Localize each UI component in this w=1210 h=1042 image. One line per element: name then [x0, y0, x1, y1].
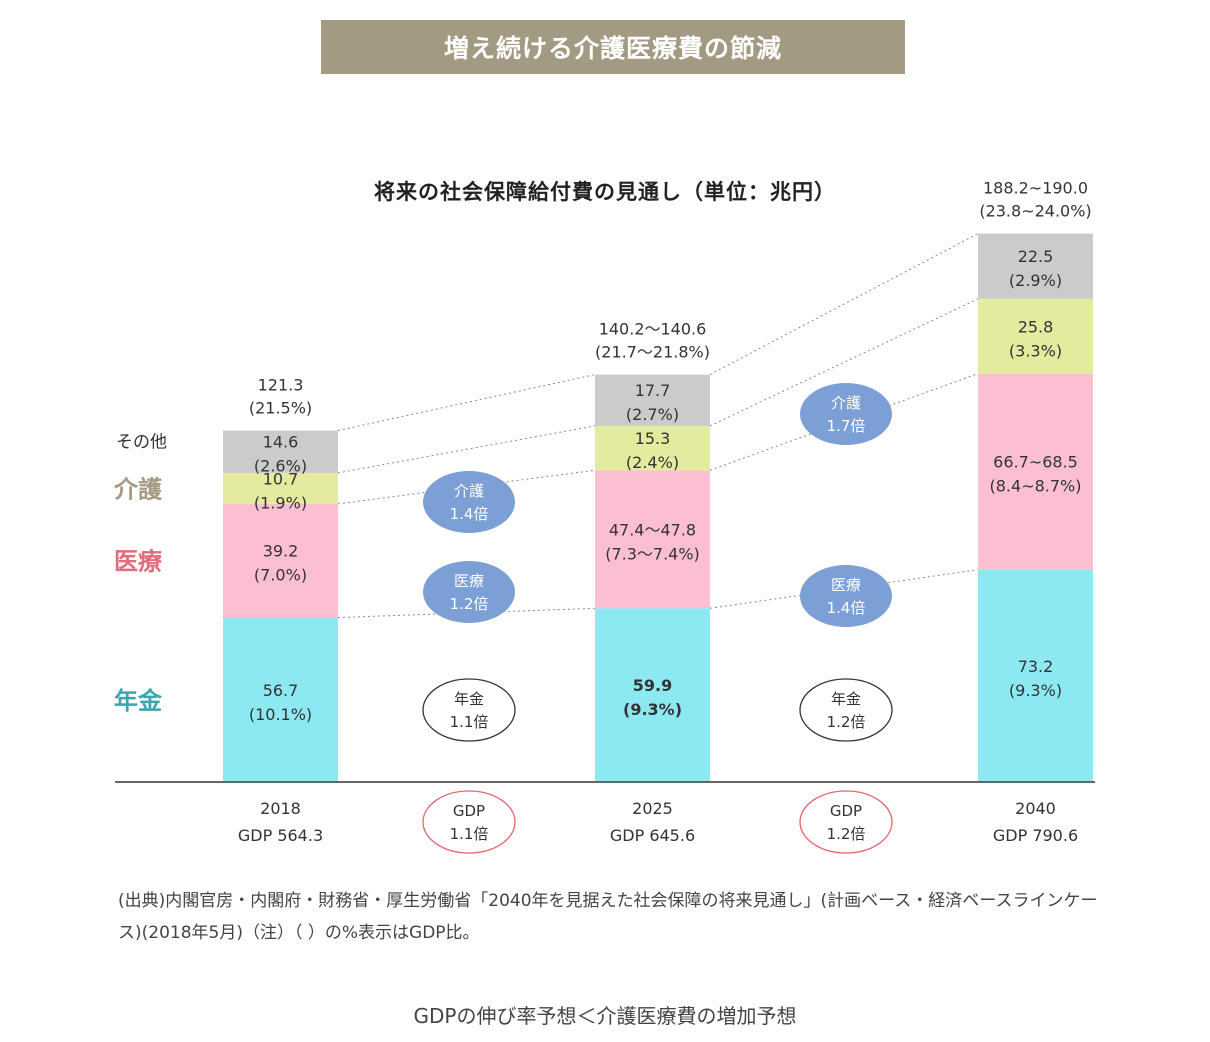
bar-value-label: 73.2 — [1018, 657, 1054, 676]
growth-bubble-ratio: 1.1倍 — [450, 825, 489, 843]
bar-pct-label: (3.3%) — [1009, 341, 1062, 360]
bar-pct-label: (9.3%) — [623, 700, 682, 719]
growth-bubble-ratio: 1.4倍 — [827, 599, 866, 617]
bar-pct-label: (2.7%) — [626, 405, 679, 424]
bar-pct-label: (10.1%) — [249, 705, 312, 724]
growth-bubble-介護 — [423, 471, 515, 533]
growth-bubble-年金 — [422, 678, 516, 742]
bar-pct-label: (7.3～7.4%) — [605, 544, 700, 563]
bar-pct-label: (1.9%) — [254, 493, 307, 512]
growth-bubble-年金 — [799, 678, 893, 742]
row-label-介護: 介護 — [113, 475, 163, 503]
bar-value-label: 22.5 — [1018, 247, 1054, 266]
connector-line — [709, 233, 979, 375]
growth-bubble-ratio: 1.1倍 — [450, 713, 489, 731]
growth-bubble-介護 — [800, 383, 892, 445]
bar-segment-年金 — [595, 608, 710, 782]
growth-bubble-GDP — [799, 790, 893, 854]
connector-line — [337, 469, 596, 505]
total-value-label: 121.3 — [258, 376, 304, 395]
bar-segment-年金 — [223, 617, 338, 782]
row-label-医療: 医療 — [114, 548, 163, 576]
bar-segment-医療 — [595, 470, 710, 609]
bar-value-label: 10.7 — [263, 469, 299, 488]
growth-bubble-label: 医療 — [831, 576, 861, 594]
growth-bubble-GDP — [422, 790, 516, 854]
bar-value-label: 39.2 — [263, 542, 299, 561]
growth-bubble-label: 介護 — [454, 482, 484, 500]
bar-pct-label: (9.3%) — [1009, 681, 1062, 700]
chart-title: 将来の社会保障給付費の見通し（単位：兆円） — [374, 180, 836, 204]
bar-segment-その他 — [595, 374, 710, 426]
source-note: (出典)内閣官房・内閣府・財務省・厚生労働省「2040年を見据えた社会保障の将来… — [118, 891, 1098, 943]
bar-value-label: 17.7 — [635, 381, 671, 400]
row-label-年金: 年金 — [114, 687, 163, 715]
bar-pct-label: (2.6%) — [254, 457, 307, 476]
bar-value-label: 15.3 — [635, 429, 671, 448]
bar-pct-label: (2.4%) — [626, 453, 679, 472]
total-value-label: 188.2~190.0 — [983, 179, 1088, 198]
growth-bubble-医療 — [800, 565, 892, 627]
bar-value-label: 56.7 — [263, 681, 299, 700]
bar-segment-年金 — [978, 569, 1093, 782]
total-pct-label: (21.7～21.8%) — [595, 343, 710, 362]
growth-bubble-ratio: 1.2倍 — [450, 595, 489, 613]
total-pct-label: (21.5%) — [249, 399, 312, 418]
year-label: 2040 — [1015, 799, 1056, 818]
bar-segment-介護 — [595, 425, 710, 471]
connector-line — [337, 425, 596, 474]
bar-pct-label: (8.4~8.7%) — [990, 477, 1082, 496]
banner-title: 増え続ける介護医療費の節減 — [321, 20, 905, 74]
year-label: 2025 — [632, 799, 673, 818]
bar-value-label: 66.7~68.5 — [993, 453, 1078, 472]
bar-segment-介護 — [223, 472, 338, 504]
caption: GDPの伸び率予想＜介護医療費の増加予想 — [413, 1004, 797, 1028]
growth-bubble-医療 — [423, 561, 515, 623]
bar-segment-医療 — [978, 373, 1093, 570]
bar-segment-その他 — [978, 233, 1093, 299]
bar-segment-その他 — [223, 430, 338, 473]
growth-bubble-label: GDP — [453, 802, 485, 820]
stacked-bar-chart: 56.7 (10.1%) 39.2 (7.0%) 10.7 (1.9%) 14.6 (2.6%… — [113, 179, 1095, 854]
bar-value-label: 25.8 — [1018, 317, 1054, 336]
connector-line — [337, 374, 596, 432]
bar-pct-label: (7.0%) — [254, 566, 307, 585]
bar-segment-介護 — [978, 298, 1093, 374]
gdp-label: GDP 564.3 — [238, 826, 323, 845]
bar-pct-label: (2.9%) — [1009, 271, 1062, 290]
growth-bubble-label: 介護 — [831, 394, 861, 412]
bar-value-label: 14.6 — [263, 433, 299, 452]
growth-bubble-ratio: 1.2倍 — [827, 713, 866, 731]
growth-bubble-ratio: 1.7倍 — [827, 417, 866, 435]
gdp-label: GDP 790.6 — [993, 826, 1078, 845]
growth-bubble-label: GDP — [830, 802, 862, 820]
gdp-label: GDP 645.6 — [610, 826, 695, 845]
growth-bubble-ratio: 1.2倍 — [827, 825, 866, 843]
year-label: 2018 — [260, 799, 301, 818]
total-value-label: 140.2～140.6 — [599, 320, 707, 339]
growth-bubble-label: 年金 — [454, 690, 484, 708]
bar-segment-医療 — [223, 503, 338, 618]
growth-bubble-label: 医療 — [454, 572, 484, 590]
growth-bubble-label: 年金 — [831, 690, 861, 708]
bar-value-label: 47.4～47.8 — [609, 520, 696, 539]
bar-value-label: 59.9 — [633, 676, 672, 695]
growth-bubble-ratio: 1.4倍 — [450, 505, 489, 523]
total-pct-label: (23.8~24.0%) — [979, 202, 1091, 221]
row-label-その他: その他 — [116, 433, 167, 453]
